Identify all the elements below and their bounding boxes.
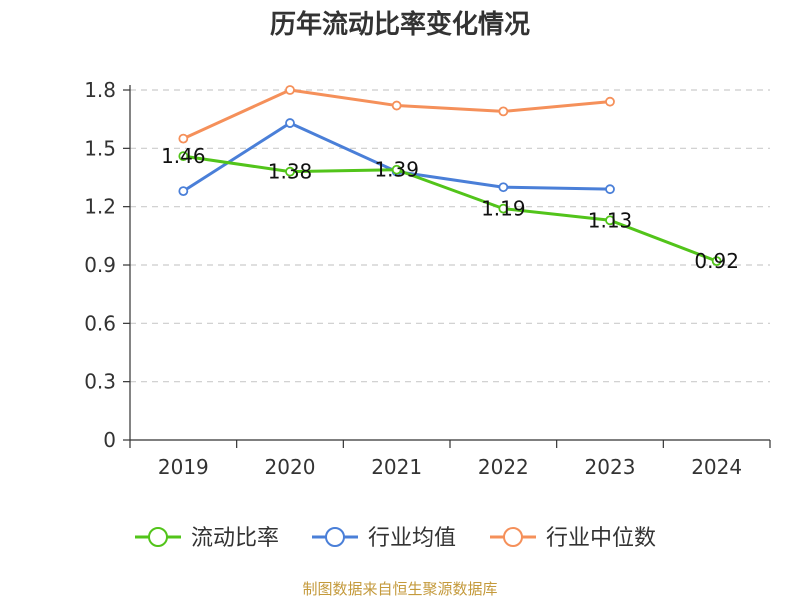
data-label-layer: 1.46 1.38 1.39 1.19 1.13 0.92	[161, 144, 739, 273]
y-tick-label: 1.8	[84, 78, 116, 102]
x-tick-label: 2021	[371, 455, 422, 479]
y-tick-label: 0.3	[84, 370, 116, 394]
data-point	[605, 215, 615, 226]
y-tick-label: 0.6	[84, 311, 116, 335]
data-point	[498, 203, 509, 214]
data-point	[178, 186, 189, 197]
axis-layer: 0 0.3 0.6 0.9 1.2 1.5 1.8 2019 2020 2021 2022 2023 2…	[84, 78, 771, 479]
data-label: 1.13	[588, 208, 633, 232]
x-tick-label: 2024	[691, 455, 742, 479]
data-point	[285, 85, 295, 95]
x-tick-label: 2020	[265, 455, 316, 479]
y-tick-label: 1.2	[84, 195, 116, 219]
legend-marker	[325, 527, 345, 547]
data-point	[391, 164, 402, 175]
data-label: 0.92	[694, 249, 739, 273]
x-tick-label: 2023	[585, 455, 636, 479]
data-label: 1.19	[481, 197, 526, 221]
data-label: 1.38	[268, 160, 313, 184]
data-point	[285, 166, 295, 177]
legend-label: 行业中位数	[546, 526, 656, 551]
data-point	[498, 106, 509, 117]
legend-marker	[148, 527, 168, 547]
x-tick-label: 2019	[158, 455, 209, 479]
legend-marker	[503, 527, 523, 547]
legend: 流动比率 行业均值 行业中位数	[135, 526, 656, 551]
data-point	[391, 100, 402, 111]
data-point	[498, 182, 509, 193]
data-point	[178, 133, 189, 144]
data-label: 1.39	[374, 158, 419, 182]
series-line	[182, 88, 611, 140]
x-tick-label: 2022	[478, 455, 529, 479]
source-note: 制图数据来自恒生聚源数据库	[302, 580, 498, 598]
legend-label: 流动比率	[191, 526, 279, 551]
y-tick-label: 0.9	[84, 253, 116, 277]
data-point	[285, 118, 295, 128]
data-label: 1.46	[161, 144, 206, 168]
data-point	[711, 256, 722, 267]
grid-layer	[130, 89, 770, 383]
legend-label: 行业均值	[368, 526, 456, 551]
y-tick-label: 1.5	[84, 136, 116, 160]
y-tick-label: 0	[103, 428, 116, 452]
series-layer	[178, 85, 722, 267]
series-line	[183, 154, 718, 263]
data-point	[605, 184, 615, 195]
data-point	[605, 96, 615, 107]
chart-title: 历年流动比率变化情况	[269, 10, 530, 40]
data-point	[178, 151, 189, 162]
